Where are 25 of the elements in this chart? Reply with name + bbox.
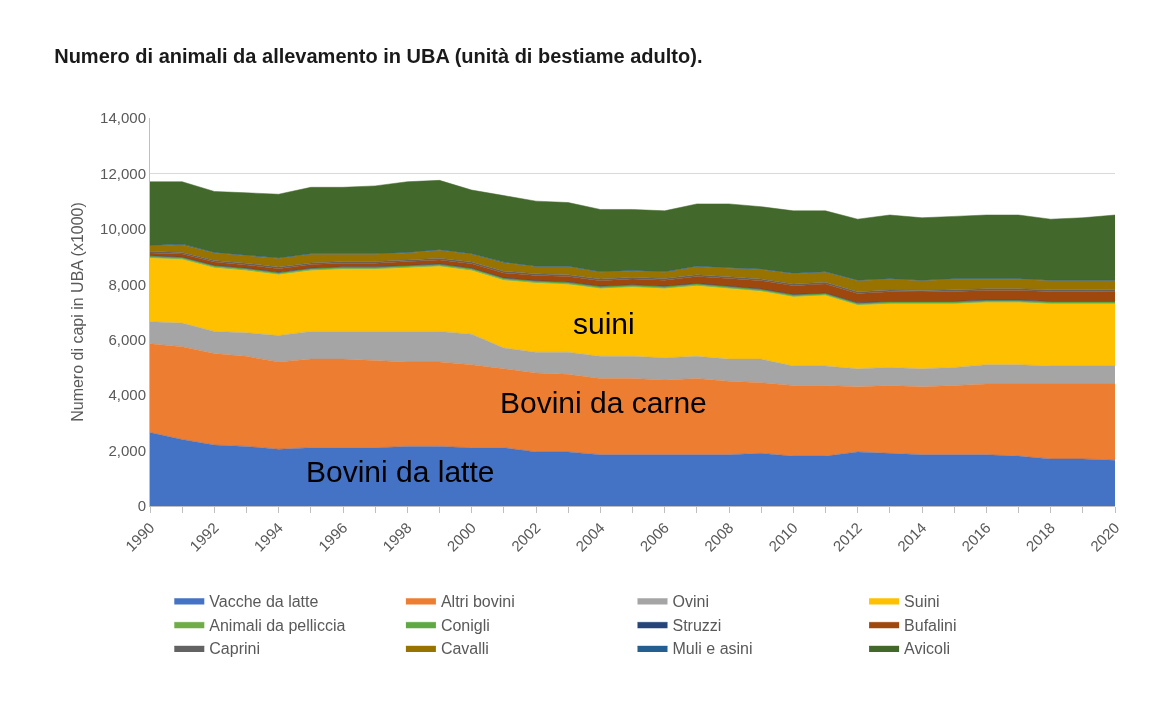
- legend-label: Muli e asini: [672, 640, 753, 658]
- y-tick-label: 8,000: [108, 275, 146, 293]
- chart-title: Numero di animali da allevamento in UBA (unità di bestiame adulto).: [54, 45, 703, 68]
- y-axis-title: Numero di capi in UBA (x1000): [69, 202, 87, 422]
- legend-label: Vacche da latte: [209, 592, 319, 610]
- y-tick-label: 12,000: [100, 164, 146, 182]
- legend-label: Cavalli: [440, 640, 489, 658]
- y-tick-label: 0: [137, 497, 146, 515]
- annotation: Bovini da carne: [500, 386, 707, 419]
- legend-label: Avicoli: [904, 640, 951, 658]
- y-tick-label: 6,000: [108, 330, 146, 348]
- annotation: Bovini da latte: [306, 455, 495, 488]
- y-tick-label: 10,000: [100, 220, 146, 238]
- legend-label: Conigli: [440, 616, 490, 634]
- legend-label: Ovini: [672, 592, 709, 610]
- y-tick-label: 2,000: [108, 441, 146, 459]
- legend-label: Bufalini: [904, 616, 957, 634]
- legend-label: Struzzi: [672, 616, 722, 634]
- y-tick-label: 14,000: [100, 109, 146, 127]
- legend-label: Animali da pelliccia: [209, 616, 346, 634]
- annotation: suini: [573, 307, 635, 340]
- legend-label: Suini: [904, 592, 940, 610]
- y-tick-label: 4,000: [108, 386, 146, 404]
- legend-label: Caprini: [209, 640, 260, 658]
- legend-label: Altri bovini: [440, 592, 515, 610]
